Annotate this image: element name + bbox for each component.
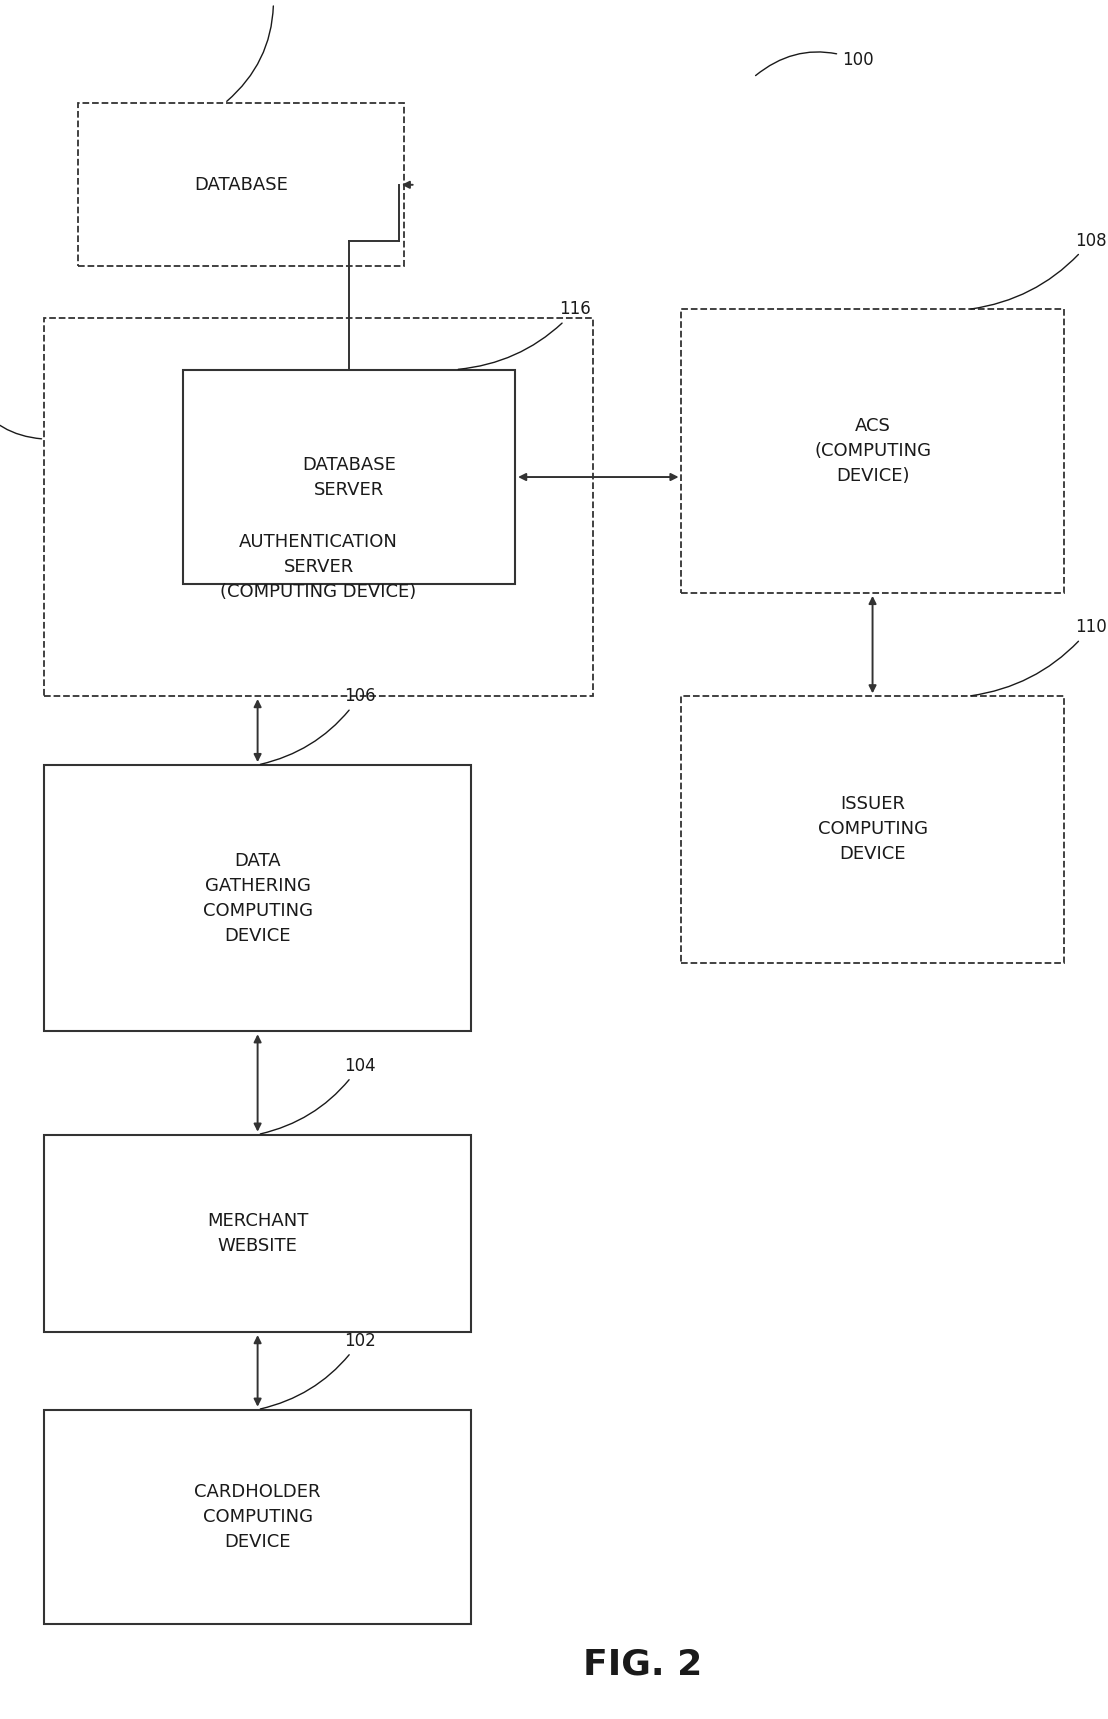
Text: 116: 116 <box>458 301 592 370</box>
Bar <box>681 309 1064 593</box>
Text: 108: 108 <box>971 232 1107 309</box>
Text: 112: 112 <box>0 376 41 438</box>
Bar <box>44 318 593 696</box>
Text: DATABASE: DATABASE <box>194 175 288 194</box>
Bar <box>183 370 515 584</box>
Bar <box>78 103 404 266</box>
Text: MERCHANT
WEBSITE: MERCHANT WEBSITE <box>207 1212 308 1255</box>
Text: DATABASE
SERVER: DATABASE SERVER <box>302 456 396 499</box>
Text: 104: 104 <box>260 1057 376 1135</box>
Text: ACS
(COMPUTING
DEVICE): ACS (COMPUTING DEVICE) <box>814 418 931 485</box>
Text: 102: 102 <box>260 1332 376 1410</box>
Text: ISSUER
COMPUTING
DEVICE: ISSUER COMPUTING DEVICE <box>818 796 927 863</box>
Text: 110: 110 <box>971 619 1107 696</box>
Text: AUTHENTICATION
SERVER
(COMPUTING DEVICE): AUTHENTICATION SERVER (COMPUTING DEVICE) <box>220 533 417 602</box>
Text: 100: 100 <box>756 52 874 76</box>
Bar <box>681 696 1064 963</box>
Bar <box>44 1135 471 1332</box>
Text: 120: 120 <box>227 0 289 101</box>
Text: DATA
GATHERING
COMPUTING
DEVICE: DATA GATHERING COMPUTING DEVICE <box>203 851 312 945</box>
Bar <box>44 765 471 1031</box>
Text: CARDHOLDER
COMPUTING
DEVICE: CARDHOLDER COMPUTING DEVICE <box>194 1483 321 1551</box>
Text: FIG. 2: FIG. 2 <box>583 1647 702 1681</box>
Bar <box>44 1410 471 1624</box>
Text: 106: 106 <box>260 688 376 765</box>
